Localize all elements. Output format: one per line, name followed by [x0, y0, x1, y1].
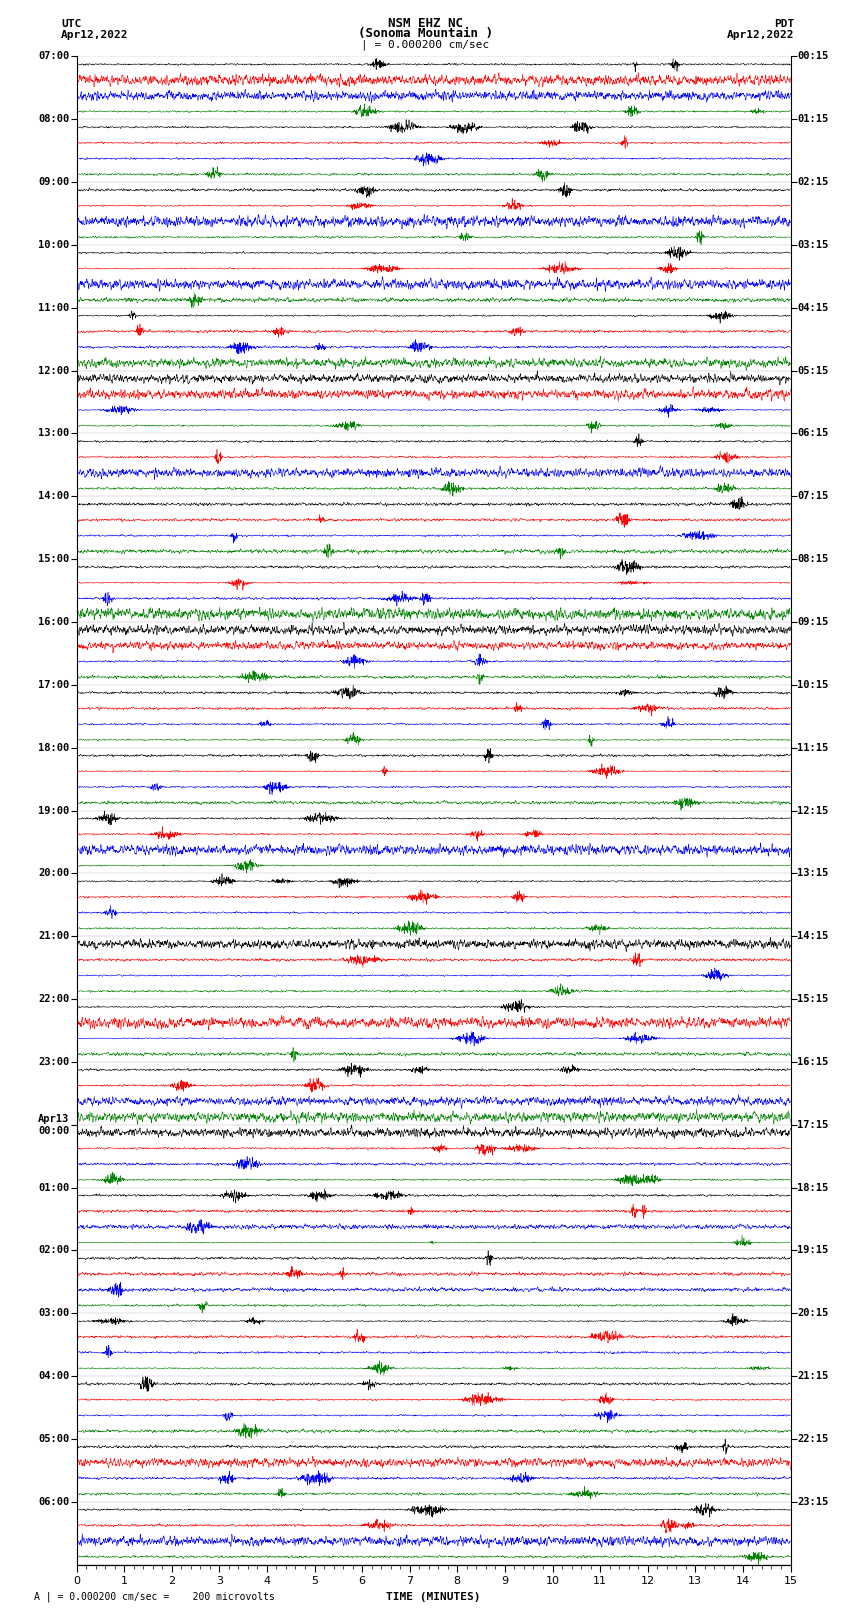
Text: Apr12,2022: Apr12,2022 — [728, 31, 795, 40]
Text: UTC: UTC — [61, 19, 82, 29]
Text: | = 0.000200 cm/sec: | = 0.000200 cm/sec — [361, 39, 489, 50]
Text: (Sonoma Mountain ): (Sonoma Mountain ) — [358, 27, 492, 40]
X-axis label: TIME (MINUTES): TIME (MINUTES) — [386, 1592, 481, 1602]
Text: Apr12,2022: Apr12,2022 — [61, 31, 128, 40]
Text: A | = 0.000200 cm/sec =    200 microvolts: A | = 0.000200 cm/sec = 200 microvolts — [34, 1590, 275, 1602]
Text: NSM EHZ NC: NSM EHZ NC — [388, 16, 462, 31]
Text: PDT: PDT — [774, 19, 795, 29]
